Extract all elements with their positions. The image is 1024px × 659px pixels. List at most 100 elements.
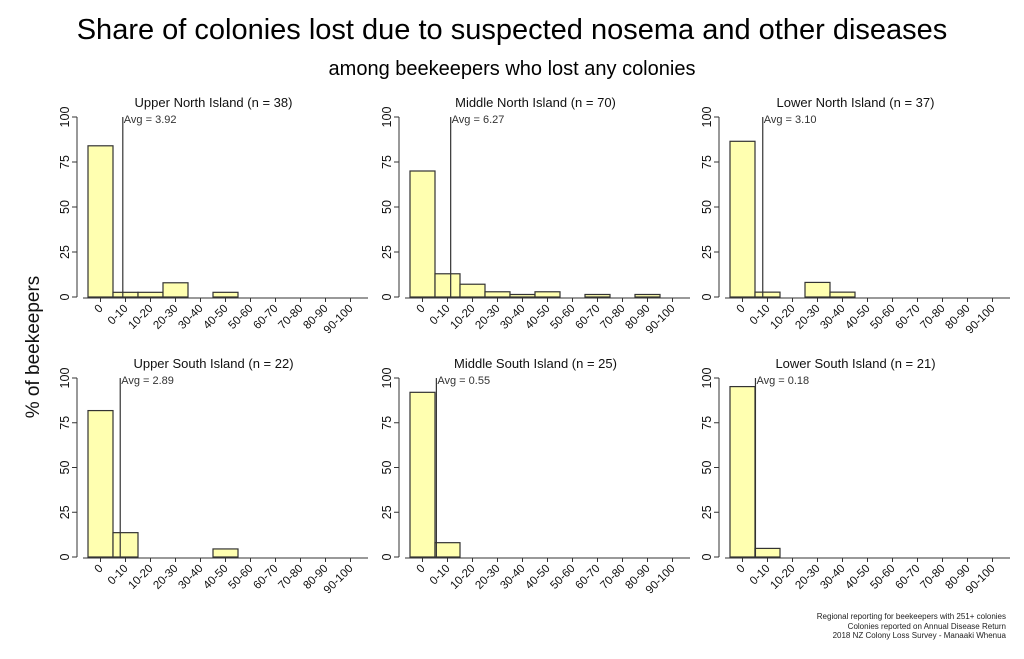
x-tick-label: 20-30 [151,303,180,332]
y-tick-label: 50 [380,200,394,214]
x-tick-label: 20-30 [793,303,822,332]
histogram-bar [754,547,781,558]
y-tick-label: 0 [700,293,714,300]
y-tick-label: 25 [380,505,394,519]
histogram-bar [634,293,661,298]
histogram-bar [754,291,781,298]
y-tick-label: 75 [700,416,714,430]
y-tick-label: 25 [380,245,394,259]
histogram-bar [212,548,239,558]
x-tick-label: 0 [415,303,428,316]
x-tick-label: 40-50 [843,303,872,332]
y-tick-label: 75 [58,155,72,169]
y-tick-label: 100 [58,368,72,389]
average-label: Avg = 3.10 [764,114,817,126]
x-tick-label: 70-80 [276,563,305,592]
y-tick-label: 75 [700,155,714,169]
x-tick-label: 50-60 [226,563,255,592]
x-tick-label: 30-40 [818,303,847,332]
x-tick-label: 40-50 [201,303,230,332]
x-tick-label: 60-70 [573,303,602,332]
x-tick-label: 10-20 [768,303,797,332]
y-tick-label: 25 [700,245,714,259]
average-label: Avg = 0.18 [756,375,809,387]
average-label: Avg = 0.55 [437,375,490,387]
chart-subtitle: among beekeepers who lost any colonies [328,58,696,80]
x-tick-label: 50-60 [868,303,897,332]
panel-title: Middle North Island (n = 70) [455,95,616,110]
y-tick-label: 100 [380,368,394,389]
x-tick-label: 70-80 [276,303,305,332]
x-tick-label: 60-70 [893,303,922,332]
y-tick-label: 50 [700,200,714,214]
x-tick-label: 50-60 [226,303,255,332]
histogram-bar [729,140,756,298]
histogram-bar [459,283,486,298]
y-tick-label: 75 [380,155,394,169]
x-tick-label: 10-20 [768,563,797,592]
y-tick-label: 75 [58,416,72,430]
x-tick-label: 0 [735,303,748,316]
x-tick-label: 30-40 [176,303,205,332]
panel-title: Upper North Island (n = 38) [135,95,293,110]
histogram-bar [212,291,239,298]
y-tick-label: 100 [380,107,394,128]
panel-title: Upper South Island (n = 22) [133,356,293,371]
y-tick-label: 50 [700,461,714,475]
y-tick-label: 50 [58,200,72,214]
chart-title: Share of colonies lost due to suspected … [76,14,948,46]
histogram-bar [804,281,831,298]
histogram-bar [434,273,461,298]
histogram-bar [829,291,856,298]
x-tick-label: 70-80 [598,563,627,592]
y-tick-label: 0 [700,553,714,560]
x-tick-label: 30-40 [498,563,527,592]
histogram-bar [509,293,536,298]
histogram-bar [112,291,139,298]
x-tick-label: 70-80 [598,303,627,332]
x-tick-label: 0 [93,563,106,576]
y-tick-label: 100 [58,107,72,128]
histogram-bar [87,145,114,298]
y-tick-label: 0 [58,553,72,560]
y-tick-label: 50 [380,461,394,475]
x-tick-label: 10-20 [448,563,477,592]
x-tick-label: 10-20 [126,303,155,332]
average-label: Avg = 2.89 [121,375,174,387]
x-tick-label: 70-80 [918,563,947,592]
source-note: Regional reporting for beekeepers with 2… [817,612,1006,641]
histogram-bar [162,282,189,298]
source-note-line: 2018 NZ Colony Loss Survey - Manaaki Whe… [832,631,1006,640]
histogram-bar [729,385,756,558]
average-label: Avg = 3.92 [124,114,177,126]
x-tick-label: 70-80 [918,303,947,332]
panel-title: Lower North Island (n = 37) [777,95,935,110]
y-tick-label: 75 [380,416,394,430]
y-tick-label: 25 [58,245,72,259]
x-tick-label: 0 [415,563,428,576]
x-tick-label: 10-20 [448,303,477,332]
x-tick-label: 0 [735,563,748,576]
x-tick-label: 20-30 [793,563,822,592]
y-tick-label: 100 [700,368,714,389]
histogram-bar [137,291,164,298]
x-tick-label: 50-60 [868,563,897,592]
x-tick-label: 20-30 [151,563,180,592]
x-tick-label: 40-50 [523,303,552,332]
histogram-bar [484,291,511,298]
x-tick-label: 60-70 [893,563,922,592]
x-tick-label: 60-70 [251,303,280,332]
x-tick-label: 60-70 [573,563,602,592]
x-tick-label: 40-50 [843,563,872,592]
average-label: Avg = 6.27 [452,114,505,126]
source-note-line: Colonies reported on Annual Disease Retu… [847,621,1006,631]
source-note-line: Regional reporting for beekeepers with 2… [816,612,1006,621]
histogram-bar [112,532,139,558]
x-tick-label: 0 [93,303,106,316]
y-tick-label: 0 [58,293,72,300]
x-tick-label: 50-60 [548,303,577,332]
histogram-bar [87,409,114,558]
x-tick-label: 20-30 [473,303,502,332]
x-tick-label: 40-50 [201,563,230,592]
